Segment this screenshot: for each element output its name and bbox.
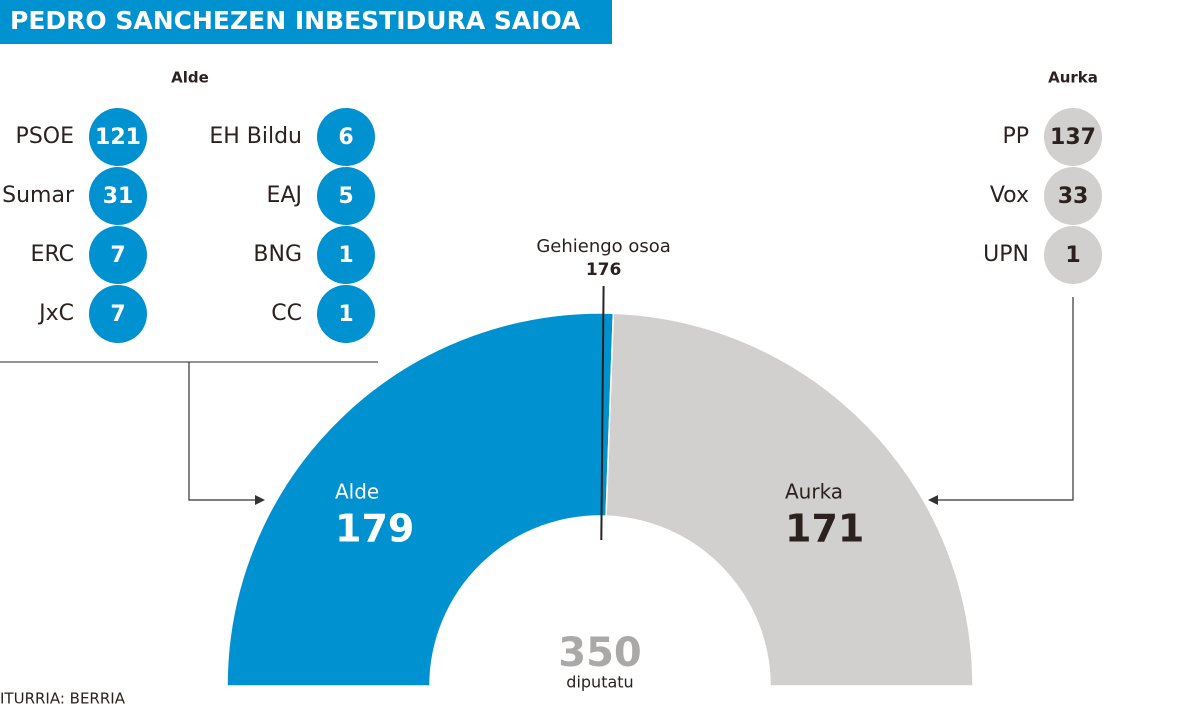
arrow-head [255, 495, 265, 505]
party-bubble [89, 226, 147, 284]
party-bubble [89, 285, 147, 343]
party-name: UPN [983, 242, 1029, 267]
party-seats: 1 [1065, 243, 1080, 268]
party-bubble [1044, 226, 1102, 284]
party-bubble [89, 108, 147, 166]
segment-value: 171 [785, 507, 864, 551]
segment-value: 179 [335, 507, 414, 551]
party-bubble [1044, 108, 1102, 166]
party-seats: 7 [110, 243, 125, 268]
majority-line [600, 286, 605, 541]
party-name: PSOE [16, 124, 74, 149]
party-seats: 121 [95, 125, 141, 150]
connector [188, 362, 258, 501]
total-label: diputatu [566, 673, 633, 692]
source: ITURRIA: BERRIA [0, 690, 126, 708]
arc-segment [605, 312, 974, 687]
party-seats: 33 [1058, 184, 1089, 209]
party-name: PP [1002, 124, 1029, 149]
party-seats: 31 [103, 184, 134, 209]
party-bubble [317, 226, 375, 284]
party-bubble [1044, 167, 1102, 225]
connector [935, 297, 1074, 501]
party-name: ERC [31, 242, 74, 267]
party-seats: 1 [338, 243, 353, 268]
title-box [0, 0, 612, 44]
party-seats: 1 [338, 302, 353, 327]
party-name: Vox [990, 183, 1029, 208]
arrow-head [928, 495, 938, 505]
party-seats: 5 [338, 184, 353, 209]
party-name: EH Bildu [209, 124, 302, 149]
majority-value: 176 [586, 260, 622, 280]
party-bubble [317, 285, 375, 343]
party-bubble [89, 167, 147, 225]
party-seats: 6 [338, 125, 353, 150]
party-name: BNG [253, 242, 302, 267]
party-seats: 137 [1050, 125, 1096, 150]
party-name: Sumar [2, 183, 75, 208]
party-bubble [317, 167, 375, 225]
party-bubble [317, 108, 375, 166]
chart-title: PEDRO SANCHEZEN INBESTIDURA SAIOA [10, 6, 581, 35]
party-name: EAJ [267, 183, 302, 208]
party-name: JxC [37, 301, 74, 326]
segment-name: Aurka [785, 480, 843, 504]
majority-label: Gehiengo osoa [536, 236, 671, 257]
group-header: Aurka [1048, 69, 1098, 87]
party-name: CC [271, 301, 302, 326]
group-header: Alde [171, 69, 209, 87]
party-seats: 7 [110, 302, 125, 327]
total-value: 350 [558, 630, 642, 676]
segment-name: Alde [335, 480, 379, 504]
arc-segment [226, 312, 615, 687]
